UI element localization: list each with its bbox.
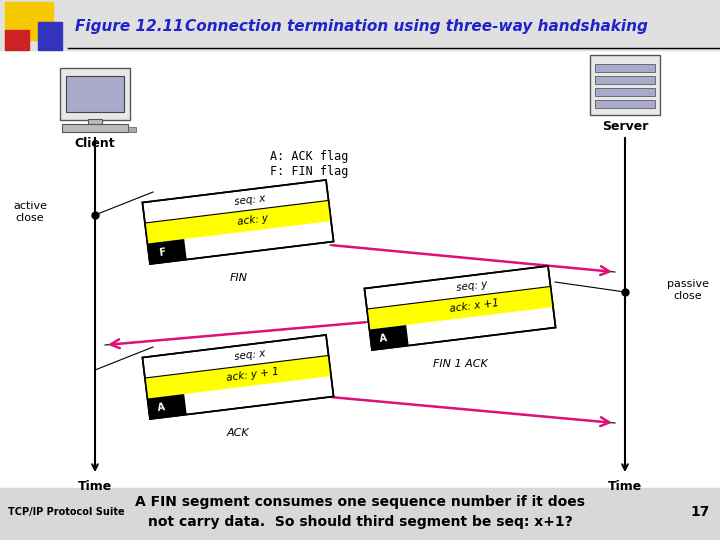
Text: F: F xyxy=(420,328,428,339)
Bar xyxy=(595,76,655,84)
Text: seq: x: seq: x xyxy=(234,193,266,207)
Bar xyxy=(0,0,720,50)
Bar xyxy=(590,55,660,115)
Text: TCP/IP Protocol Suite: TCP/IP Protocol Suite xyxy=(8,507,125,517)
Text: not carry data.  So should third segment be seq: x+1?: not carry data. So should third segment … xyxy=(148,515,572,529)
Text: Figure 12.11: Figure 12.11 xyxy=(75,18,184,33)
Text: F: F xyxy=(158,247,166,258)
Polygon shape xyxy=(367,287,553,329)
Bar xyxy=(66,76,124,112)
Text: ack: x +1: ack: x +1 xyxy=(449,298,500,314)
Text: seq: y: seq: y xyxy=(456,279,488,293)
Bar xyxy=(5,2,53,40)
Bar xyxy=(0,488,720,540)
Text: seq: x: seq: x xyxy=(234,348,266,362)
Text: Server: Server xyxy=(602,120,648,133)
Bar xyxy=(595,88,655,96)
Text: ack: y: ack: y xyxy=(237,213,269,227)
Text: Connection termination using three-way handshaking: Connection termination using three-way h… xyxy=(185,18,648,33)
Text: A: ACK flag
F: FIN flag: A: ACK flag F: FIN flag xyxy=(270,150,348,178)
Bar xyxy=(0,50,720,488)
Bar xyxy=(62,124,128,132)
Text: active
close: active close xyxy=(13,201,47,223)
Text: ack: y + 1: ack: y + 1 xyxy=(226,367,279,383)
Polygon shape xyxy=(145,355,331,399)
Text: Time: Time xyxy=(78,480,112,493)
Bar xyxy=(128,127,136,132)
Bar xyxy=(5,30,29,50)
Polygon shape xyxy=(148,239,186,264)
Text: passive
close: passive close xyxy=(667,279,709,301)
Text: FIN: FIN xyxy=(229,273,247,282)
Polygon shape xyxy=(364,266,556,350)
Polygon shape xyxy=(369,325,409,350)
Text: A: A xyxy=(157,402,166,413)
Polygon shape xyxy=(143,335,333,419)
Bar xyxy=(595,64,655,72)
Text: Time: Time xyxy=(608,480,642,493)
Text: A FIN segment consumes one sequence number if it does: A FIN segment consumes one sequence numb… xyxy=(135,495,585,509)
Polygon shape xyxy=(148,394,186,419)
Text: Client: Client xyxy=(75,137,115,150)
Polygon shape xyxy=(145,200,331,244)
Text: ACK: ACK xyxy=(227,428,250,438)
Polygon shape xyxy=(143,180,333,264)
Bar xyxy=(595,100,655,108)
Bar xyxy=(38,22,62,50)
Bar xyxy=(88,119,102,125)
Text: A: A xyxy=(379,333,388,343)
Text: FIN 1 ACK: FIN 1 ACK xyxy=(433,359,487,369)
Text: 17: 17 xyxy=(690,505,710,519)
Bar xyxy=(60,68,130,120)
